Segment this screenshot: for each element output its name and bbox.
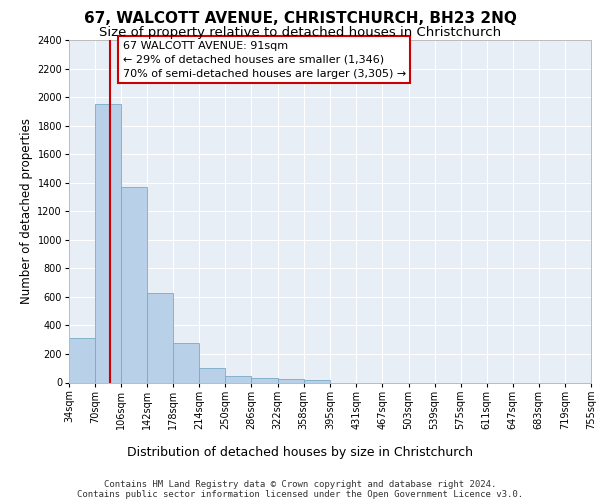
Text: Distribution of detached houses by size in Christchurch: Distribution of detached houses by size … — [127, 446, 473, 459]
Text: Size of property relative to detached houses in Christchurch: Size of property relative to detached ho… — [99, 26, 501, 39]
Bar — [173, 344, 199, 382]
Bar — [69, 338, 95, 382]
Text: 67 WALCOTT AVENUE: 91sqm
← 29% of detached houses are smaller (1,346)
70% of sem: 67 WALCOTT AVENUE: 91sqm ← 29% of detach… — [122, 40, 406, 78]
Text: Contains HM Land Registry data © Crown copyright and database right 2024.
Contai: Contains HM Land Registry data © Crown c… — [77, 480, 523, 499]
Bar — [304, 380, 331, 382]
Bar — [199, 368, 226, 382]
Y-axis label: Number of detached properties: Number of detached properties — [20, 118, 33, 304]
Bar — [226, 376, 251, 382]
Bar — [95, 104, 121, 382]
Bar — [251, 378, 278, 382]
Bar — [147, 292, 173, 382]
Bar — [121, 187, 147, 382]
Bar — [278, 379, 304, 382]
Text: 67, WALCOTT AVENUE, CHRISTCHURCH, BH23 2NQ: 67, WALCOTT AVENUE, CHRISTCHURCH, BH23 2… — [83, 11, 517, 26]
